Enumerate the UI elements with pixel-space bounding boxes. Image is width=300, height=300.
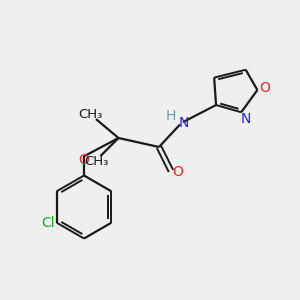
Text: H: H (165, 109, 176, 122)
Text: O: O (259, 81, 270, 94)
Text: Cl: Cl (41, 216, 55, 230)
Text: N: N (241, 112, 251, 126)
Text: O: O (79, 154, 89, 167)
Text: CH₃: CH₃ (84, 155, 108, 169)
Text: O: O (172, 166, 183, 179)
Text: N: N (178, 116, 189, 130)
Text: CH₃: CH₃ (78, 107, 102, 121)
